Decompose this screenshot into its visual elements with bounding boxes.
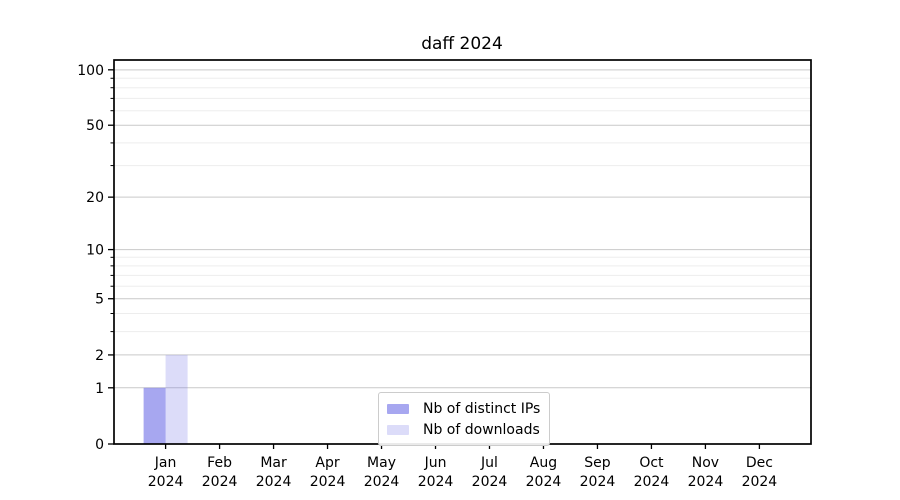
legend-item-downloads: Nb of downloads [387, 419, 540, 440]
legend-label-distinct-ips: Nb of distinct IPs [423, 400, 541, 417]
legend-item-distinct-ips: Nb of distinct IPs [387, 398, 540, 419]
x-tick-label-month: Oct [639, 455, 664, 471]
y-tick-label: 1 [95, 381, 104, 397]
x-tick-label-month: Mar [260, 455, 287, 471]
x-tick-label-month: Jun [424, 455, 447, 471]
x-tick-label-year: 2024 [418, 474, 454, 490]
legend-swatch-distinct-ips [387, 403, 409, 414]
x-tick-label-year: 2024 [688, 474, 724, 490]
x-tick-label-month: May [367, 455, 396, 471]
x-tick-label-month: Dec [746, 455, 773, 471]
x-tick-label-year: 2024 [148, 474, 184, 490]
x-tick-label-year: 2024 [256, 474, 292, 490]
chart-title: daff 2024 [421, 34, 503, 54]
x-tick-label-year: 2024 [580, 474, 616, 490]
x-tick-label-year: 2024 [364, 474, 400, 490]
legend-label-downloads: Nb of downloads [423, 421, 540, 438]
y-tick-label: 0 [95, 437, 104, 453]
y-tick-label: 100 [77, 63, 104, 79]
x-tick-label-year: 2024 [526, 474, 562, 490]
y-tick-label: 20 [86, 190, 104, 206]
x-tick-label-year: 2024 [472, 474, 508, 490]
y-tick-label: 2 [95, 348, 104, 364]
legend-swatch-downloads [387, 424, 409, 435]
x-tick-label-month: Aug [530, 455, 557, 471]
plot-border [113, 59, 812, 445]
bar-jan-series1 [165, 354, 188, 444]
x-tick-label-month: Apr [315, 455, 339, 471]
legend: Nb of distinct IPs Nb of downloads [378, 392, 551, 446]
x-tick-label-year: 2024 [742, 474, 778, 490]
y-tick-label: 10 [86, 243, 104, 259]
x-tick-label-month: Sep [584, 455, 611, 471]
x-tick-label-year: 2024 [202, 474, 238, 490]
y-tick-label: 50 [86, 118, 104, 134]
x-tick-label-year: 2024 [634, 474, 670, 490]
y-tick-label: 5 [95, 292, 104, 308]
x-tick-label-month: Jan [154, 455, 177, 471]
x-tick-label-year: 2024 [310, 474, 346, 490]
x-tick-label-month: Jul [480, 455, 498, 471]
bar-jan-series0 [143, 387, 166, 444]
x-tick-label-month: Nov [692, 455, 719, 471]
x-tick-label-month: Feb [207, 455, 232, 471]
